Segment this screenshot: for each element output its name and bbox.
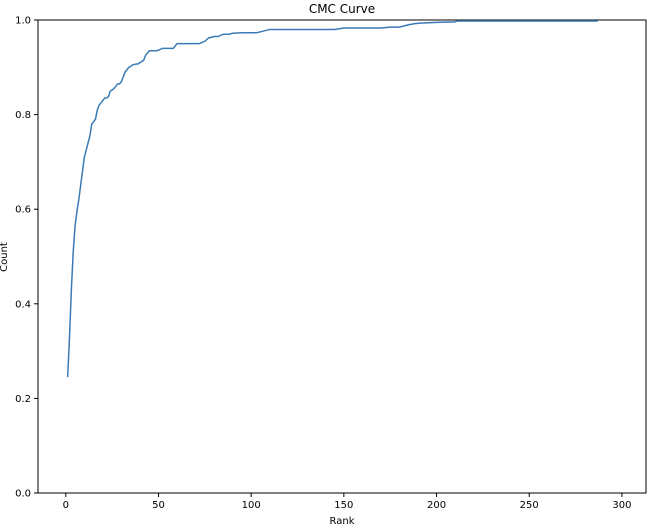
y-tick-label: 0.8 (15, 110, 31, 121)
x-tick-label: 100 (242, 500, 261, 511)
y-axis-label: Count (0, 242, 10, 272)
y-axis: 0.0 0.2 0.4 0.6 0.8 1.0 (15, 16, 38, 500)
x-tick-label: 50 (152, 500, 165, 511)
y-tick-label: 1.0 (15, 16, 31, 27)
y-tick-label: 0.0 (15, 489, 31, 500)
x-axis: 0 50 100 150 200 250 300 (63, 493, 631, 511)
y-tick-label: 0.2 (15, 394, 31, 405)
cmc-series-line (66, 20, 598, 378)
x-tick-label: 200 (427, 500, 446, 511)
y-tick-label: 0.4 (15, 299, 31, 310)
x-tick-label: 150 (334, 500, 353, 511)
plot-area (37, 19, 647, 494)
x-axis-label: Rank (330, 516, 355, 527)
x-tick-label: 250 (520, 500, 539, 511)
x-tick-label: 0 (63, 500, 69, 511)
x-tick-label: 300 (612, 500, 631, 511)
y-tick-label: 0.6 (15, 205, 31, 216)
chart-title: CMC Curve (309, 2, 375, 16)
